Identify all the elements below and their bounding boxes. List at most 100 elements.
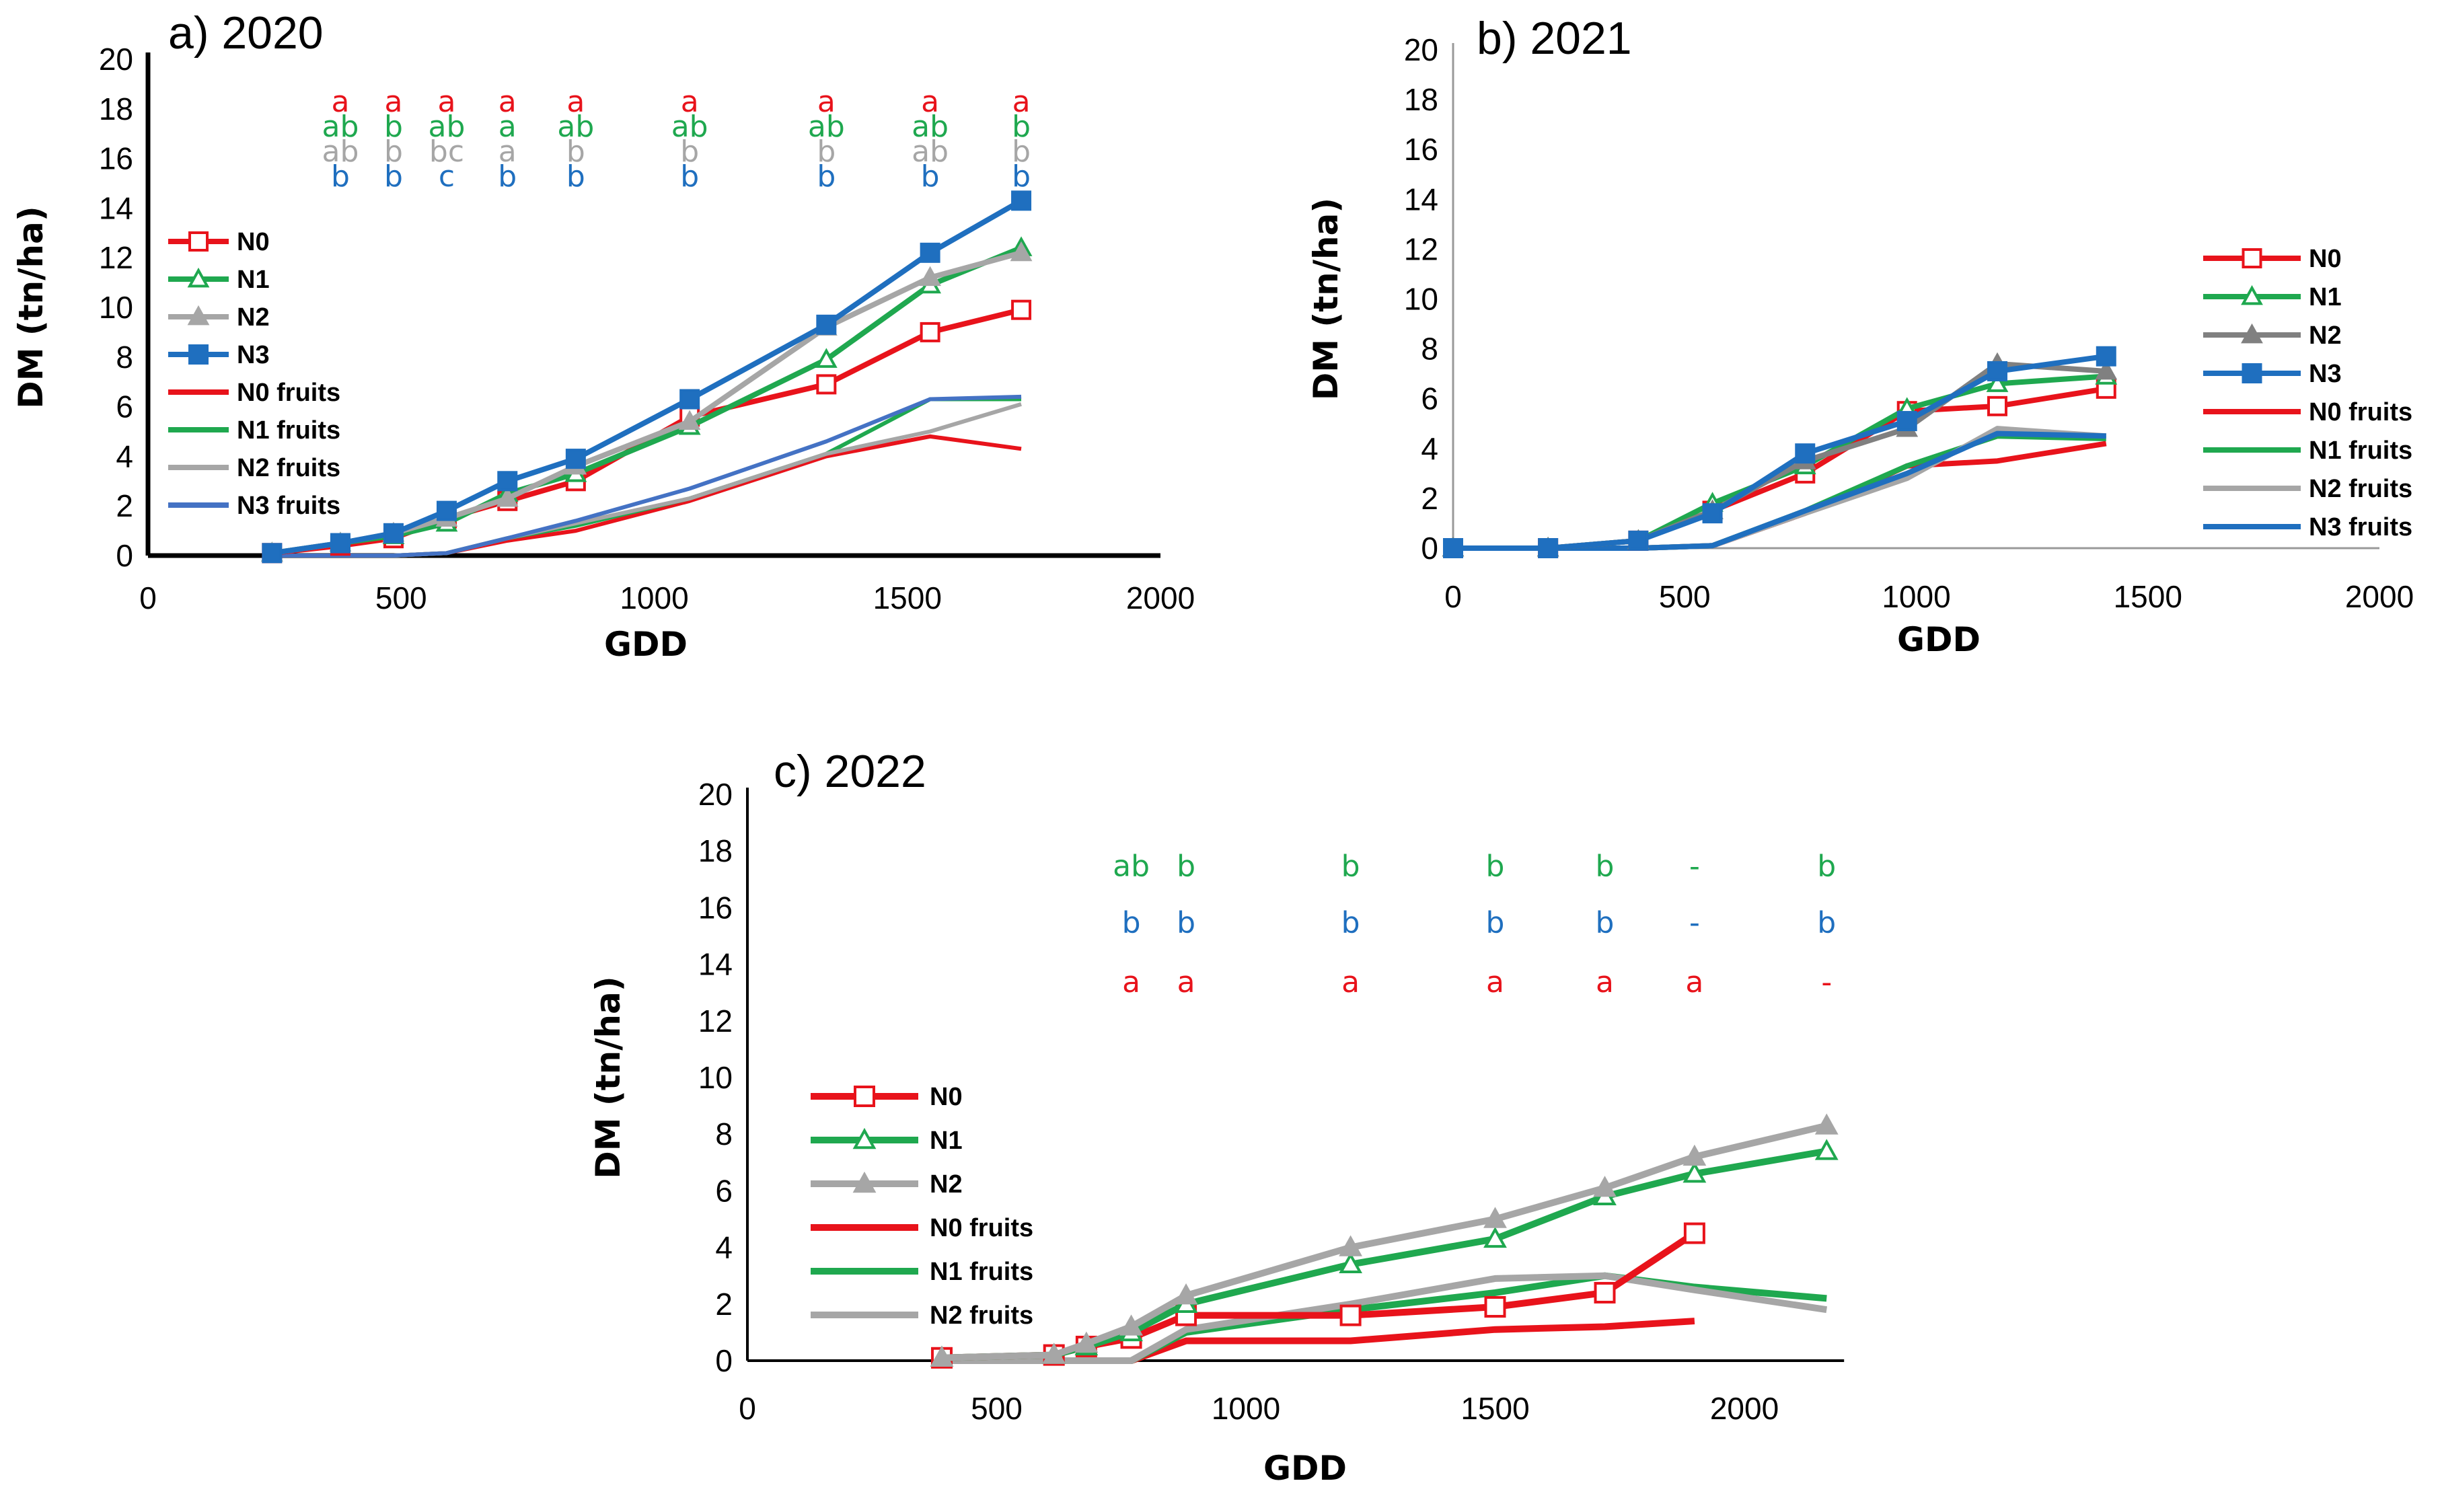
significance-letter: a (384, 85, 402, 119)
data-point (436, 500, 457, 521)
significance-letter: a (1012, 85, 1031, 119)
y-tick-label: 16 (1404, 132, 1438, 167)
x-axis-label: GDD (1263, 1449, 1347, 1488)
significance-letter: b (566, 135, 585, 169)
x-tick-label: 500 (1659, 579, 1711, 614)
data-point (330, 533, 350, 554)
significance-letter: b (1596, 906, 1615, 940)
legend-item: N1 fruits (2203, 437, 2412, 465)
data-point (815, 348, 838, 368)
y-tick-label: 10 (1404, 282, 1438, 317)
x-tick-label: 0 (739, 1391, 756, 1426)
significance-letter: a (498, 135, 517, 169)
x-tick-label: 1500 (2114, 579, 2182, 614)
data-point (1795, 443, 1816, 464)
significance-letter: b (1486, 906, 1505, 940)
legend-marker (2242, 363, 2262, 383)
significance-letter: b (1817, 906, 1836, 940)
data-point (678, 410, 701, 430)
legend-marker (852, 1171, 877, 1193)
data-point (1593, 1176, 1617, 1197)
significance-letter: b (331, 159, 350, 194)
legend-label: N0 fruits (2309, 398, 2412, 426)
chart-panel-2: b) 2021 0 2 4 6 8 10 12 14 16 18 20 0 500 1000 1500 2000… (1306, 13, 2414, 659)
significance-letter: a (1685, 965, 1703, 999)
data-point (1628, 530, 1649, 551)
significance-letter: b (1177, 849, 1195, 883)
significance-letter: a (1177, 965, 1195, 999)
data-point (1483, 1226, 1507, 1248)
x-tick-label: 1500 (873, 580, 942, 615)
data-point (1010, 241, 1033, 262)
y-axis-label: DM (tn/ha) (1306, 198, 1345, 400)
legend: N0 N1 N2 N3 N0 fruits N1 fruits N2 fruits N3 fr… (168, 228, 340, 520)
significance-letter: - (1689, 849, 1700, 883)
data-point (1682, 1162, 1707, 1183)
chart-title: b) 2021 (1477, 13, 1632, 64)
data-point (1339, 1235, 1363, 1256)
series-line (1453, 441, 2107, 551)
data-point (1443, 538, 1463, 558)
series-n0 (930, 1222, 1705, 1369)
significance-letter: - (1821, 965, 1832, 999)
data-point (1814, 1113, 1839, 1135)
y-tick-label: 20 (99, 42, 133, 77)
y-tick-label: 6 (1421, 381, 1438, 416)
x-tick-label: 1000 (1212, 1391, 1280, 1426)
significance-letter: a (1122, 965, 1140, 999)
legend-label: N1 (930, 1127, 963, 1155)
x-tick-label: 1000 (620, 580, 688, 615)
series-line (1453, 430, 2106, 551)
significance-letter: a (1486, 965, 1504, 999)
data-point (1339, 1304, 1362, 1326)
data-point (920, 322, 940, 342)
significance-letter: b (1341, 849, 1360, 883)
series-line (271, 307, 1023, 556)
legend-marker (854, 1086, 875, 1107)
series-n3-fruits (272, 394, 1022, 558)
x-tick-label: 2000 (1126, 580, 1195, 615)
legend-item: N1 (168, 266, 270, 294)
data-point (1814, 1139, 1839, 1160)
significance-letter: a (331, 85, 349, 119)
series-line (941, 1122, 1828, 1361)
y-tick-label: 20 (1404, 32, 1438, 67)
chart-panel-1: a) 2020 0 2 4 6 8 10 12 14 16 18 20 0 500 1000 1500 2000… (11, 7, 1195, 664)
legend-item: N2 fruits (168, 454, 340, 482)
legend-label: N3 fruits (237, 492, 340, 520)
series-n2 (930, 1113, 1839, 1367)
significance-letter: b (817, 135, 836, 169)
significance-letter: ab (557, 110, 594, 144)
legend-marker (852, 1127, 877, 1149)
data-point (816, 374, 837, 395)
legend-item: N1 fruits (811, 1258, 1033, 1286)
y-tick-label: 14 (99, 190, 133, 225)
significance-letter: b (1817, 849, 1836, 883)
legend-item: N2 (811, 1170, 963, 1199)
legend-label: N1 fruits (237, 416, 340, 445)
data-point (1986, 372, 2009, 392)
series-line (1453, 353, 2107, 551)
y-tick-label: 6 (715, 1173, 733, 1208)
significance-letter: a (437, 85, 455, 119)
significance-letter: b (1486, 849, 1505, 883)
x-tick-label: 2000 (1710, 1391, 1779, 1426)
y-tick-label: 20 (698, 777, 733, 812)
legend-item: N0 fruits (811, 1214, 1033, 1242)
significance-letter: b (680, 159, 699, 194)
legend-item: N3 fruits (168, 492, 340, 520)
legend-label: N1 fruits (930, 1258, 1033, 1286)
y-tick-label: 2 (715, 1287, 733, 1322)
series-n1 (930, 1139, 1839, 1367)
series-n3 (1443, 346, 2116, 558)
series-n3 (262, 190, 1032, 564)
series-n0-fruits (1453, 441, 2107, 551)
data-point (1119, 1314, 1143, 1336)
series-n1-fruits (1453, 433, 2106, 551)
y-tick-label: 6 (116, 389, 133, 424)
y-tick-label: 16 (698, 890, 733, 925)
significance-letter: b (1012, 110, 1031, 144)
series-n2-fruits (1453, 426, 2107, 551)
data-point (262, 543, 283, 564)
